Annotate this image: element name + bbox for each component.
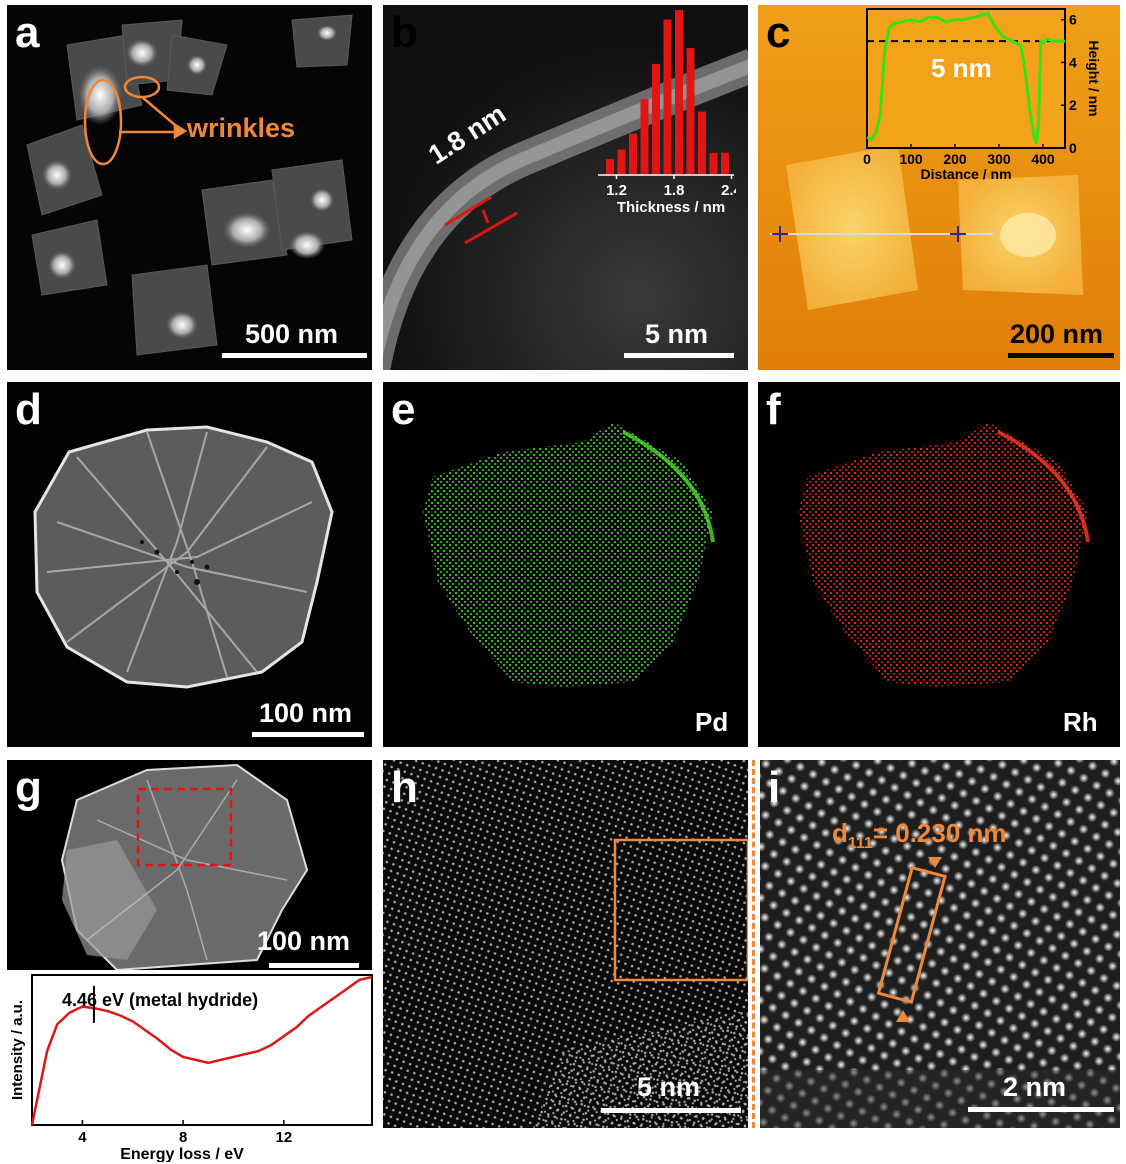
histogram-x-label: Thickness / nm: [617, 199, 725, 216]
scale-bar-label: 200 nm: [1010, 319, 1104, 349]
panel-letter: h: [391, 763, 418, 812]
pd-element-label: Pd: [695, 707, 729, 737]
wrinkles-label: wrinkles: [187, 113, 296, 143]
panel-letter: b: [391, 8, 418, 57]
scale-bar: [601, 1108, 741, 1113]
profile-x-label: Distance / nm: [920, 166, 1011, 182]
panel-d-haadf-image: d 100 nm: [7, 382, 372, 747]
scale-bar: [222, 353, 367, 358]
histogram-bar: [652, 63, 660, 175]
scale-bar: [624, 353, 734, 358]
d-spacing-subscript: 111: [847, 835, 873, 853]
scale-bar: [252, 732, 364, 737]
height-profile-line: [866, 11, 1065, 145]
peak-annotation: 4.46 eV (metal hydride): [62, 990, 258, 1010]
pd-eds-map: [423, 422, 715, 687]
panel-letter: d: [15, 385, 42, 434]
panel-letter: e: [391, 385, 416, 434]
d-spacing-symbol: d: [832, 818, 848, 848]
histogram-bar: [721, 152, 729, 175]
eels-x-tick-label: 4: [78, 1129, 87, 1146]
rh-element-label: Rh: [1063, 707, 1098, 737]
rh-eds-map: [798, 422, 1090, 687]
panel-letter: i: [768, 763, 781, 812]
histogram-tick-label: 1.2: [606, 182, 627, 199]
panel-letter: f: [766, 385, 781, 434]
histogram-tick-label: 1.8: [664, 182, 685, 199]
zoom-region-box: [613, 838, 748, 982]
profile-y-tick-label: 4: [1069, 54, 1077, 70]
profile-x-tick-label: 200: [943, 151, 967, 167]
histogram-bar: [709, 152, 718, 175]
panel-f-rh-map: f Rh: [758, 382, 1120, 747]
profile-y-tick-label: 6: [1069, 12, 1077, 28]
histogram-bar: [606, 159, 614, 175]
thickness-histogram: 1.2 1.8 2.4Thickness / nm: [598, 10, 736, 216]
panel-letter: c: [766, 8, 791, 57]
histogram-bar: [629, 133, 637, 175]
scale-bar-label: 100 nm: [257, 926, 351, 956]
profile-y-label: Height / nm: [1086, 40, 1102, 116]
eels-spectrum-chart: 4.46 eV (metal hydride) 4 8 12 Energy loss /…: [9, 974, 373, 1162]
d-spacing-label: d111= 0.230 nm: [832, 818, 1007, 853]
height-label: 5 nm: [931, 53, 992, 83]
zoom-connector-line: [752, 760, 755, 1128]
panel-h-hrtem-image: h 5 nm: [383, 760, 748, 1128]
panel-g-haadf-image: g 100 nm: [7, 760, 372, 970]
d-spacing-value: = 0.230 nm: [872, 818, 1007, 848]
panel-c-afm-image: 0 100 200 300 400 0 2 4 6 Distance / nm Height / n…: [758, 5, 1120, 370]
profile-y-tick-label: 2: [1069, 97, 1077, 113]
scale-bar: [269, 963, 359, 968]
panel-i-zoom-image: i d111= 0.230 nm 2 nm: [760, 760, 1120, 1128]
profile-x-tick-label: 400: [1031, 151, 1055, 167]
panel-letter: a: [15, 8, 40, 57]
scale-bar-label: 100 nm: [259, 698, 353, 728]
histogram-bar: [698, 111, 706, 175]
height-profile-chart: 0 100 200 300 400 0 2 4 6 Distance / nm Height / n…: [863, 8, 1102, 182]
panel-i-lattice: [760, 760, 1120, 1128]
profile-x-tick-label: 0: [863, 151, 871, 167]
histogram-bar: [663, 19, 672, 176]
scale-bar: [968, 1107, 1114, 1112]
eels-x-tick-label: 8: [179, 1129, 187, 1146]
scale-bar-label: 2 nm: [1003, 1072, 1067, 1102]
profile-y-tick-label: 0: [1069, 140, 1077, 156]
histogram-bar: [617, 149, 626, 175]
scale-bar-label: 5 nm: [637, 1072, 701, 1102]
profile-x-tick-label: 300: [987, 151, 1011, 167]
panel-g-nanosheet: [60, 763, 309, 970]
scale-bar-label: 5 nm: [645, 319, 709, 349]
panel-e-pd-map: e Pd: [383, 382, 748, 747]
profile-x-tick-label: 100: [899, 151, 923, 167]
panel-d-nanosheet: [33, 425, 334, 689]
panel-a-tem-image: a wrinkles 500 nm: [7, 5, 372, 370]
histogram-bar: [686, 48, 695, 176]
eels-x-tick-label: 12: [276, 1129, 293, 1146]
panel-b-hrtem-image: b 1.8 nm 1.21.82.4Thickness / nm 5 nm: [383, 5, 748, 370]
wrinkle-ellipse-1: [83, 78, 123, 166]
scale-bar-label: 500 nm: [245, 319, 339, 349]
eels-x-label: Energy loss / eV: [120, 1146, 244, 1162]
d-spacing-box: [876, 865, 947, 1004]
panel-letter: g: [15, 763, 42, 812]
panel-a-nanosheets: [26, 14, 353, 356]
eels-spectrum-line: [30, 975, 373, 1126]
histogram-tick-label: 2.4: [721, 182, 736, 199]
eels-y-label: Intensity / a.u.: [9, 1000, 26, 1100]
panel-h-lattice: [383, 760, 748, 1128]
histogram-bar: [675, 10, 683, 175]
eels-region-box: [136, 787, 233, 867]
scale-bar: [1008, 353, 1114, 358]
histogram-bar: [640, 98, 649, 175]
eels-plot-area: [31, 974, 373, 1126]
